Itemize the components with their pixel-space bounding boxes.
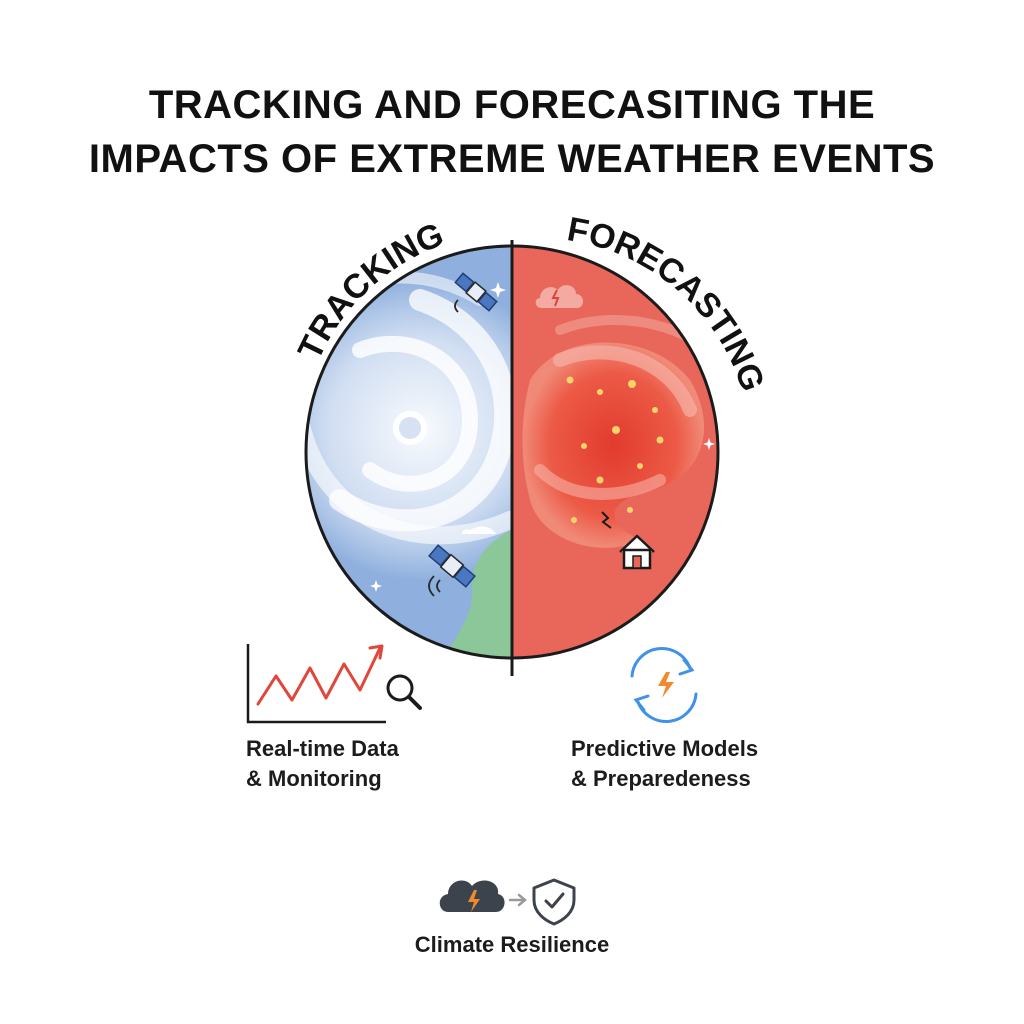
satellite-icon [428, 544, 476, 588]
house-icon [619, 534, 655, 570]
satellite-icon [454, 272, 498, 312]
title-line-2: IMPACTS OF EXTREME WEATHER EVENTS [88, 137, 936, 181]
signal-icon [454, 299, 459, 313]
resilience-caption-text: Climate Resilience [414, 932, 610, 957]
forecasting-caption-line-1: Predictive Models [571, 736, 759, 761]
page-title: TRACKING AND FORECASITING THE IMPACTS OF… [40, 78, 984, 186]
magnifier-icon [386, 674, 422, 710]
sparkle-icons [370, 282, 715, 616]
tracking-caption-line-2: & Monitoring [246, 766, 382, 791]
line-chart-icon [246, 644, 386, 724]
arrow-right-icon [508, 893, 527, 907]
tracking-caption-line-1: Real-time Data [246, 736, 399, 761]
title-line-1: TRACKING AND FORECASITING THE [148, 83, 876, 127]
refresh-cycle-icon [630, 647, 698, 723]
signal-icon [428, 575, 441, 597]
crack-icon [601, 511, 612, 529]
lightning-icon [658, 672, 674, 698]
lightning-icon [551, 289, 560, 307]
forecasting-caption-line-2: & Preparedeness [571, 766, 751, 791]
storm-cloud-icon [439, 880, 505, 912]
shield-check-icon [532, 878, 576, 926]
forecasting-caption: Predictive Models & Preparedeness [571, 734, 758, 794]
resilience-caption: Climate Resilience [312, 930, 712, 960]
tracking-caption: Real-time Data & Monitoring [246, 734, 399, 794]
